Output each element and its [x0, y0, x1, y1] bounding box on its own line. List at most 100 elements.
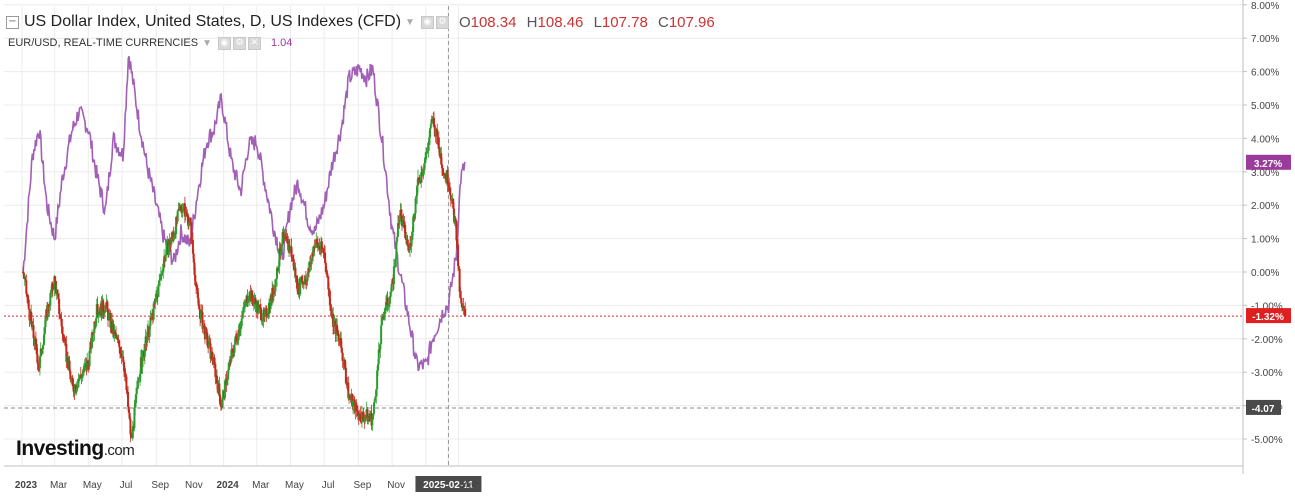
- candle-body: [332, 313, 335, 327]
- candle-body: [404, 238, 407, 240]
- investing-logo[interactable]: Investing.com: [16, 437, 135, 461]
- candle-body: [310, 258, 313, 265]
- candle-body: [114, 331, 117, 335]
- candle-body: [280, 251, 283, 256]
- candle-body: [446, 170, 449, 185]
- candle-body: [460, 298, 463, 304]
- candle-body: [198, 305, 201, 310]
- candle-body: [380, 318, 383, 326]
- candle-body: [366, 409, 369, 422]
- x-tick-label: 2024: [217, 480, 240, 491]
- candle-body: [389, 292, 392, 297]
- reference-value-badge: [1246, 399, 1281, 415]
- candle-body: [344, 367, 347, 384]
- candle-body: [138, 377, 141, 379]
- candle-body: [125, 376, 128, 390]
- overlay-visibility-icon[interactable]: ◉: [217, 36, 231, 50]
- overlay-gear-icon[interactable]: ⚙: [232, 36, 246, 50]
- y-tick-label: 2.00%: [1251, 201, 1279, 212]
- candle-body: [62, 333, 65, 336]
- candle-body: [457, 266, 460, 269]
- candle-body: [362, 411, 365, 418]
- candle-body: [112, 324, 115, 337]
- candle-body: [22, 272, 25, 273]
- visibility-icon[interactable]: ◉: [420, 15, 434, 29]
- candle-body: [36, 354, 39, 364]
- candle-body: [336, 324, 339, 332]
- candle-body: [458, 268, 461, 292]
- candle-body: [292, 259, 295, 270]
- crosshair-date-label: 2025-02-11: [423, 480, 474, 491]
- candle-body: [436, 129, 439, 145]
- candle-body: [124, 373, 127, 377]
- candle-body: [300, 276, 303, 281]
- candle-body: [43, 327, 46, 335]
- candle-body: [128, 412, 131, 420]
- candle-body: [127, 392, 130, 407]
- candle-body: [48, 305, 51, 308]
- candle-body: [453, 208, 456, 223]
- candle-body: [157, 284, 160, 297]
- candle-body: [291, 256, 294, 259]
- candle-body: [364, 418, 367, 422]
- candle-body: [203, 325, 206, 327]
- candle-body: [208, 342, 211, 344]
- candle-body: [425, 152, 428, 154]
- candle-body: [103, 312, 106, 314]
- last-value-label: 3.27%: [1254, 159, 1282, 170]
- candle-body: [356, 410, 359, 417]
- candle-body: [252, 300, 255, 305]
- candle-body: [394, 259, 397, 266]
- candle-body: [75, 387, 78, 391]
- candle-body: [414, 198, 417, 214]
- candle-body: [176, 210, 179, 222]
- candle-body: [372, 413, 375, 420]
- chevron-down-icon[interactable]: ▼: [405, 16, 415, 28]
- overlay-close-icon[interactable]: ✕: [247, 36, 261, 50]
- collapse-icon[interactable]: −: [6, 15, 19, 29]
- candle-body: [416, 177, 419, 186]
- gear-icon[interactable]: ⚙: [435, 15, 449, 29]
- candle-body: [179, 206, 182, 209]
- candle-body: [259, 307, 262, 321]
- candle-body: [127, 406, 130, 413]
- candle-body: [459, 291, 462, 299]
- candle-body: [398, 219, 401, 225]
- candle-body: [51, 283, 54, 290]
- candle-body: [202, 325, 205, 329]
- candle-body: [257, 304, 260, 312]
- candle-body: [76, 387, 79, 389]
- candle-body: [167, 246, 170, 256]
- overlay-chevron-down-icon[interactable]: ▼: [202, 37, 212, 49]
- candle-body: [384, 302, 387, 311]
- candle-body: [94, 318, 97, 324]
- candle-body: [340, 338, 343, 348]
- x-tick-label: Jul: [322, 480, 335, 491]
- candle-body: [433, 118, 436, 126]
- candle-body: [218, 383, 221, 395]
- candle-body: [441, 168, 444, 174]
- candle-body: [195, 285, 198, 287]
- candle-body: [420, 172, 423, 183]
- y-tick-label: 3.00%: [1251, 168, 1279, 179]
- candle-body: [351, 393, 354, 407]
- candle-body: [123, 371, 126, 374]
- candle-body: [116, 337, 119, 341]
- candle-body: [90, 332, 93, 348]
- candle-body: [171, 232, 174, 240]
- candle-body: [332, 321, 335, 327]
- candle-body: [254, 297, 257, 304]
- candle-body: [58, 313, 61, 318]
- candle-body: [72, 386, 75, 392]
- candle-body: [278, 248, 281, 267]
- candle-body: [262, 309, 265, 320]
- candle-body: [247, 298, 250, 301]
- candle-body: [408, 250, 411, 252]
- candle-body: [93, 321, 96, 333]
- candle-body: [303, 282, 306, 284]
- candle-body: [174, 233, 177, 235]
- candle-body: [318, 245, 321, 249]
- candle-body: [438, 148, 441, 156]
- candle-body: [429, 124, 432, 129]
